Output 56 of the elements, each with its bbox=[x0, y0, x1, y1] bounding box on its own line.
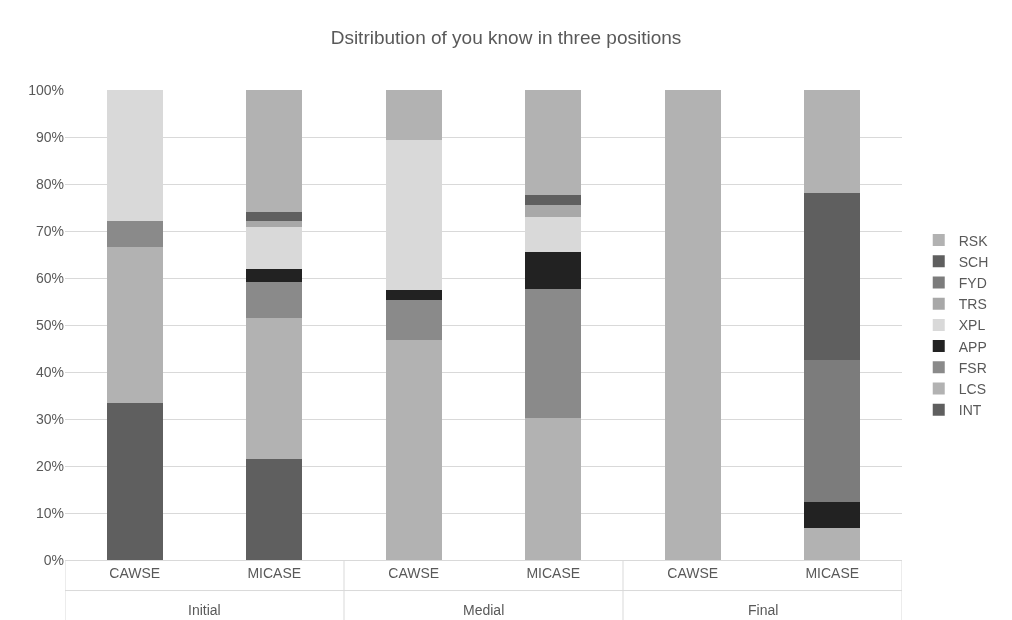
bar bbox=[246, 269, 303, 282]
y-tick-label: 20% bbox=[35, 457, 64, 474]
y-tick-label: 60% bbox=[35, 269, 64, 286]
bar bbox=[246, 459, 303, 560]
y-tick-label: 100% bbox=[28, 81, 64, 98]
bar bbox=[804, 193, 861, 361]
y-tick-label: 70% bbox=[35, 222, 64, 239]
text: Final bbox=[748, 602, 779, 618]
bar bbox=[804, 502, 861, 528]
legend-label: XPL bbox=[958, 317, 986, 334]
legend-label: TRS bbox=[958, 296, 987, 313]
legend-label: APP bbox=[958, 338, 987, 355]
legend-label: LCS bbox=[958, 380, 986, 397]
bar bbox=[525, 289, 582, 418]
bar bbox=[246, 211, 303, 221]
text: Initial bbox=[188, 602, 221, 618]
bar bbox=[106, 246, 163, 404]
legend-label: INT bbox=[958, 402, 982, 419]
legend-label: RSK bbox=[958, 232, 989, 249]
bar bbox=[246, 220, 303, 227]
bar bbox=[804, 90, 861, 194]
x-tick-label: CAWSE bbox=[109, 564, 161, 581]
y-tick-label: 40% bbox=[35, 363, 64, 380]
bar bbox=[106, 403, 163, 560]
chart-title: Dsitribution of you know in three positions bbox=[330, 27, 682, 49]
bar bbox=[246, 317, 303, 460]
legend-label: FYD bbox=[958, 274, 987, 291]
bar bbox=[664, 90, 721, 560]
bar bbox=[246, 281, 303, 318]
text: Medial bbox=[463, 602, 505, 618]
bar bbox=[804, 527, 861, 560]
y-tick-label: 0% bbox=[43, 551, 64, 568]
bar bbox=[804, 360, 861, 503]
bar bbox=[525, 417, 582, 560]
bar bbox=[525, 90, 582, 196]
x-tick-label: MICASE bbox=[247, 564, 302, 581]
bar bbox=[246, 90, 303, 212]
bar bbox=[385, 90, 442, 140]
bar bbox=[525, 195, 582, 206]
x-tick-label: CAWSE bbox=[388, 564, 440, 581]
y-tick-label: 80% bbox=[35, 175, 64, 192]
x-tick-label: MICASE bbox=[526, 564, 581, 581]
x-tick-label: MICASE bbox=[805, 564, 860, 581]
legend-label: SCH bbox=[958, 253, 989, 270]
y-tick-label: 30% bbox=[35, 410, 64, 427]
bar bbox=[385, 290, 442, 301]
legend-label: FSR bbox=[958, 359, 987, 376]
bar bbox=[106, 220, 163, 247]
bar bbox=[525, 251, 582, 290]
y-tick-label: 50% bbox=[35, 316, 64, 333]
y-tick-label: 10% bbox=[35, 504, 64, 521]
x-tick-label: CAWSE bbox=[667, 564, 719, 581]
y-tick-label: 90% bbox=[35, 128, 64, 145]
bar bbox=[385, 339, 442, 560]
bar bbox=[525, 205, 582, 218]
bar bbox=[385, 300, 442, 340]
